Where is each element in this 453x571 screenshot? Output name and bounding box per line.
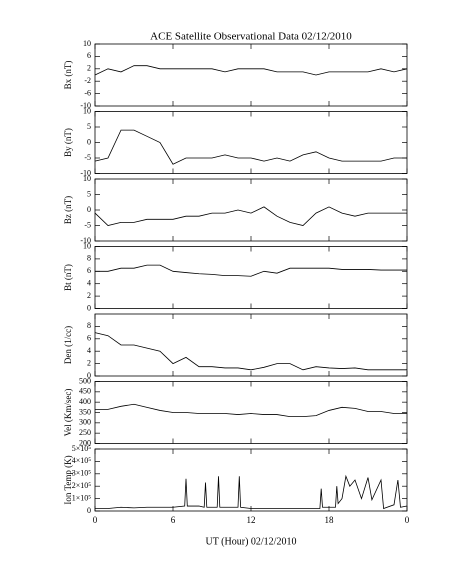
y-tick-label: 500: [79, 376, 91, 385]
y-tick-label: 450: [79, 387, 91, 396]
y-tick-label: -2: [84, 76, 91, 85]
y-axis-label: Bx (nT): [63, 61, 73, 90]
y-tick-label: 400: [79, 397, 91, 406]
x-axis-label: UT (Hour) 02/12/2010: [206, 536, 297, 547]
x-tick-label: 18: [325, 515, 335, 525]
y-tick-label: -6: [84, 88, 91, 97]
data-line: [94, 129, 407, 165]
y-tick-label: 0: [87, 506, 91, 515]
y-tick-label: 200: [79, 438, 91, 447]
y-tick-label: -5: [84, 220, 91, 229]
y-tick-label: 3×10⁵: [72, 469, 92, 478]
y-axis-label: Bt (nT): [63, 264, 73, 291]
chart-title: ACE Satellite Observational Data 02/12/2…: [150, 31, 352, 43]
data-line: [95, 474, 408, 510]
y-tick-label: 300: [79, 418, 91, 427]
data-line: [94, 332, 407, 371]
y-axis-label: Vel (Km/sec): [63, 389, 73, 437]
y-tick-label: 250: [79, 428, 91, 437]
y-tick-label: 10: [83, 174, 91, 183]
y-tick-label: 4: [87, 279, 91, 288]
y-tick-label: 2: [87, 64, 91, 73]
y-tick-label: -10: [80, 236, 91, 245]
y-axis-label: Den (1/cc): [63, 326, 73, 364]
y-tick-label: 6: [87, 266, 91, 275]
x-tick-label: 0: [405, 515, 410, 525]
y-tick-label: 2: [87, 358, 91, 367]
y-tick-label: 6: [87, 334, 91, 343]
y-tick-label: 10: [83, 39, 91, 48]
y-tick-label: 5: [87, 122, 91, 131]
y-tick-label: 4: [87, 346, 91, 355]
y-axis-label: Bz (nT): [63, 196, 73, 224]
x-tick-label: 6: [171, 515, 176, 525]
y-tick-label: 0: [87, 371, 91, 380]
data-line: [95, 403, 407, 418]
y-tick-label: -10: [80, 168, 91, 177]
y-tick-label: 0: [87, 303, 91, 312]
y-tick-label: -10: [80, 101, 91, 110]
y-tick-label: 8: [87, 254, 91, 263]
y-tick-label: 1×10⁵: [72, 493, 92, 502]
y-tick-label: 5: [87, 189, 91, 198]
y-tick-label: 0: [87, 137, 91, 146]
data-line: [94, 206, 407, 226]
y-tick-label: -5: [84, 153, 91, 162]
x-tick-label: 0: [93, 515, 98, 525]
y-axis-label: Ion Temp (K): [63, 455, 73, 504]
y-tick-label: 10: [83, 106, 91, 115]
y-tick-label: 350: [79, 407, 91, 416]
data-line: [95, 264, 407, 277]
y-tick-label: 8: [87, 321, 91, 330]
x-tick-label: 12: [247, 515, 256, 525]
y-tick-label: 6: [87, 51, 91, 60]
y-tick-label: 5×10⁵: [72, 444, 92, 453]
y-tick-label: 0: [87, 205, 91, 214]
y-tick-label: 4×10⁵: [72, 456, 92, 465]
data-line: [94, 65, 408, 76]
y-tick-label: 2×10⁵: [72, 481, 92, 490]
y-tick-label: 2: [87, 291, 91, 300]
y-tick-label: 10: [83, 241, 91, 250]
y-axis-label: By (nT): [63, 128, 73, 157]
